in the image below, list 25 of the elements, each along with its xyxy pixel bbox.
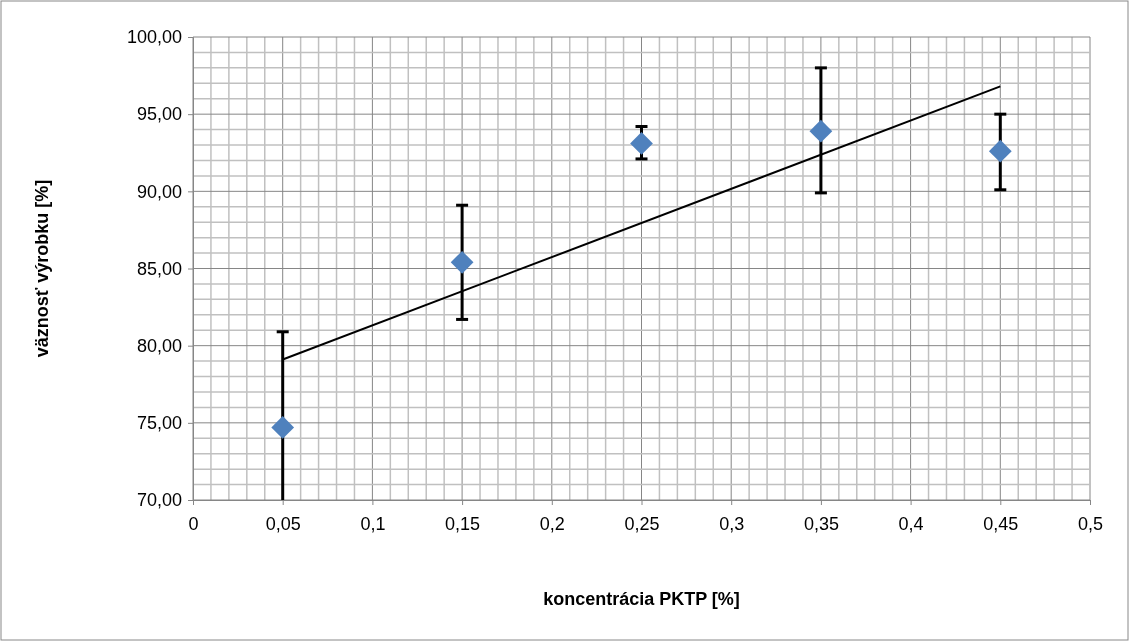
x-tick-label: 0,45 xyxy=(983,513,1019,534)
x-tick-label: 0,2 xyxy=(539,513,565,534)
x-tick-label: 0,05 xyxy=(265,513,301,534)
x-tick-label: 0 xyxy=(188,513,199,534)
point xyxy=(450,250,474,274)
point xyxy=(809,119,833,143)
x-tick-label: 0,3 xyxy=(719,513,745,534)
x-tick-label: 0,15 xyxy=(445,513,481,534)
y-tick-label: 90,00 xyxy=(136,181,182,202)
point xyxy=(988,139,1012,163)
y-tick-label: 80,00 xyxy=(136,335,182,356)
x-tick-label: 0,5 xyxy=(1077,513,1104,534)
x-tick-label: 0,35 xyxy=(803,513,839,534)
y-tick-label: 70,00 xyxy=(136,490,182,511)
x-tick-label: 0,1 xyxy=(360,513,386,534)
y-tick-label: 75,00 xyxy=(136,413,182,434)
y-tick-label: 95,00 xyxy=(136,104,182,125)
y-axis-title: väznosť výrobku [%] xyxy=(32,179,52,358)
point xyxy=(271,416,295,439)
y-tick-label: 100,00 xyxy=(126,27,182,48)
x-tick-label: 0,25 xyxy=(624,513,660,534)
y-tick-label: 85,00 xyxy=(136,258,182,279)
point xyxy=(630,132,653,155)
x-tick-label: 0,4 xyxy=(898,513,924,534)
x-axis-title: koncentrácia PKTP [%] xyxy=(543,589,740,609)
